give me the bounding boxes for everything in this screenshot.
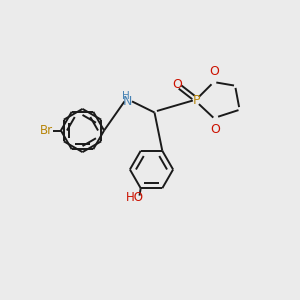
Text: P: P (193, 94, 200, 107)
Text: HO: HO (126, 190, 144, 204)
Text: O: O (210, 123, 220, 136)
Text: H: H (122, 91, 130, 101)
Text: N: N (123, 95, 132, 108)
Text: O: O (172, 77, 182, 91)
Text: O: O (209, 65, 219, 78)
Text: Br: Br (39, 124, 52, 137)
